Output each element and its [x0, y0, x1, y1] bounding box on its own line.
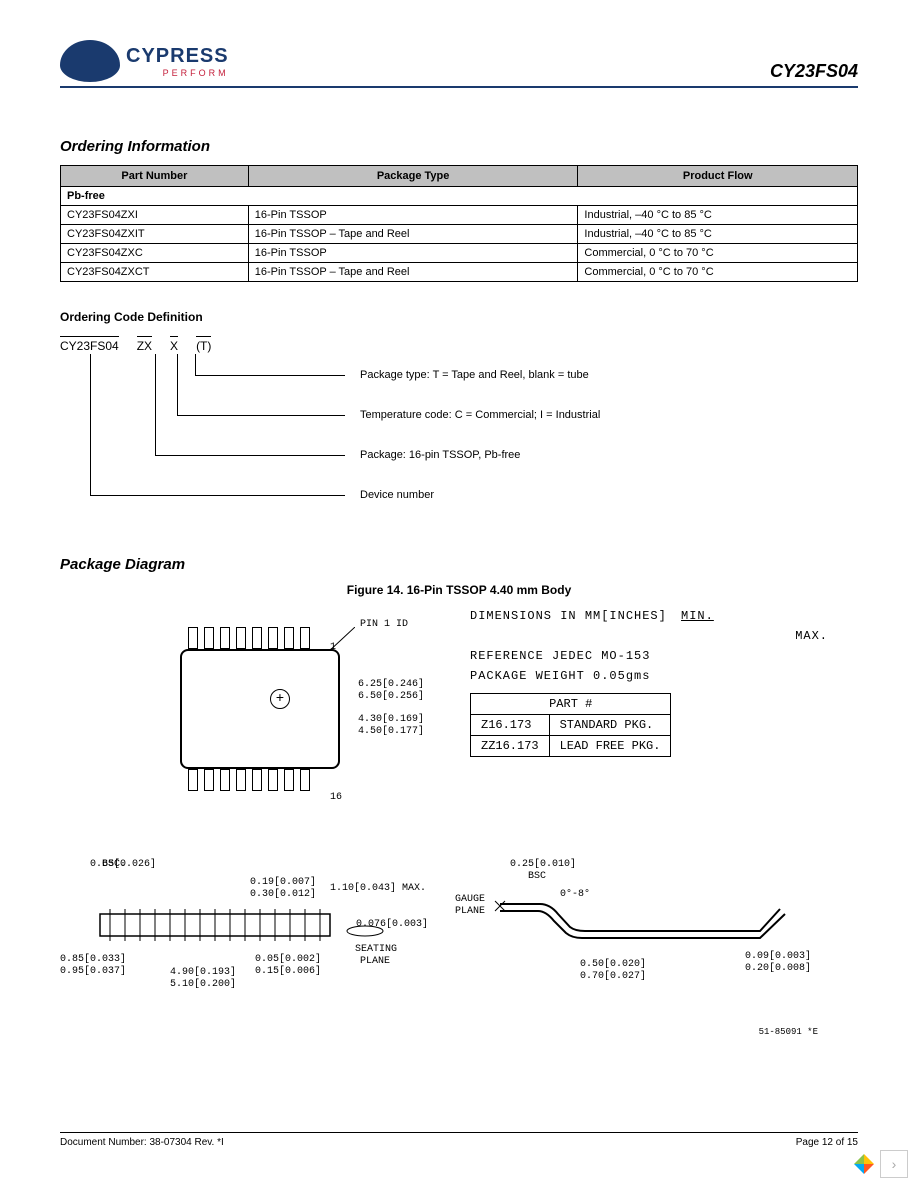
group-pb-free: Pb-free — [61, 187, 858, 206]
body-wid-max: 4.50[0.177] — [358, 726, 424, 737]
code-pkg: ZX — [137, 336, 152, 353]
body-wid-min: 4.30[0.169] — [358, 714, 424, 725]
next-page-button[interactable]: › — [880, 1150, 908, 1178]
doc-number: Document Number: 38-07304 Rev. *I — [60, 1137, 224, 1148]
table-row: CY23FS04ZXCT 16-Pin TSSOP – Tape and Ree… — [61, 263, 858, 282]
page-number: Page 12 of 15 — [796, 1137, 858, 1148]
package-diagram-title: Package Diagram — [60, 556, 858, 573]
dim-max: MAX. — [470, 629, 858, 643]
chip-body — [180, 649, 340, 769]
code-device: CY23FS04 — [60, 336, 119, 353]
brand-tagline: PERFORM — [126, 68, 229, 78]
code-temp: X — [170, 336, 178, 353]
table-row: CY23FS04ZXIT 16-Pin TSSOP – Tape and Ree… — [61, 225, 858, 244]
parttbl-header: PART # — [471, 694, 671, 715]
dim-label: DIMENSIONS IN MM[INCHES] — [470, 609, 667, 623]
ordering-title: Ordering Information — [60, 138, 858, 155]
code-definition-diagram: CY23FS04 ZX X (T) Package type: T = Tape… — [60, 336, 858, 536]
pins-top — [188, 627, 310, 649]
dim-min: MIN. — [681, 609, 714, 623]
col-product-flow: Product Flow — [578, 166, 858, 187]
viewer-controls: › — [850, 1150, 908, 1178]
figure-title: Figure 14. 16-Pin TSSOP 4.40 mm Body — [60, 583, 858, 597]
def-package: Package: 16-pin TSSOP, Pb-free — [360, 449, 520, 461]
jedec-ref: REFERENCE JEDEC MO-153 — [470, 649, 858, 663]
def-device: Device number — [360, 489, 434, 501]
table-row: CY23FS04ZXC 16-Pin TSSOP Commercial, 0 °… — [61, 244, 858, 263]
package-side-views: 0.65[0.026] BSC. 0.19[0.007] 0.30[0.012]… — [60, 859, 858, 1019]
brand-logo: CYPRESS PERFORM — [60, 40, 229, 82]
pin1-id-label: PIN 1 ID — [360, 619, 408, 630]
spec-block: DIMENSIONS IN MM[INCHES] MIN. MAX. REFER… — [470, 609, 858, 829]
def-temp-code: Temperature code: C = Commercial; I = In… — [360, 409, 600, 421]
table-row: CY23FS04ZXI 16-Pin TSSOP Industrial, –40… — [61, 206, 858, 225]
ordering-table: Part Number Package Type Product Flow Pb… — [60, 165, 858, 282]
brand-name: CYPRESS — [126, 45, 229, 68]
globe-icon — [60, 40, 120, 82]
side-profile-view: 0.65[0.026] BSC. 0.19[0.007] 0.30[0.012]… — [60, 859, 430, 999]
pins-bottom — [188, 769, 310, 791]
pkg-weight: PACKAGE WEIGHT 0.05gms — [470, 669, 858, 683]
table-header-row: Part Number Package Type Product Flow — [61, 166, 858, 187]
col-part-number: Part Number — [61, 166, 249, 187]
body-len-max: 6.50[0.256] — [358, 691, 424, 702]
code-tape: (T) — [196, 336, 211, 353]
body-len-min: 6.25[0.246] — [358, 679, 424, 690]
code-def-title: Ordering Code Definition — [60, 310, 858, 324]
drawing-revision: 51-85091 *E — [60, 1027, 858, 1037]
viewer-logo-icon — [850, 1150, 878, 1178]
part-number-table: PART # Z16.173 STANDARD PKG. ZZ16.173 LE… — [470, 693, 671, 757]
page-header: CYPRESS PERFORM CY23FS04 — [60, 40, 858, 88]
pin1-marker-icon: + — [270, 689, 290, 709]
package-top-view: PIN 1 ID 1 + 16 6.25[0.246] 6.50[0.256] … — [60, 609, 858, 829]
col-package-type: Package Type — [248, 166, 578, 187]
def-package-type: Package type: T = Tape and Reel, blank =… — [360, 369, 589, 381]
lead-profile-view: 0.25[0.010] BSC GAUGE PLANE 0°-8° 0.50[0… — [450, 859, 820, 999]
page-footer: Document Number: 38-07304 Rev. *I Page 1… — [60, 1132, 858, 1148]
pin16-num: 16 — [330, 792, 342, 803]
part-number-title: CY23FS04 — [770, 61, 858, 82]
